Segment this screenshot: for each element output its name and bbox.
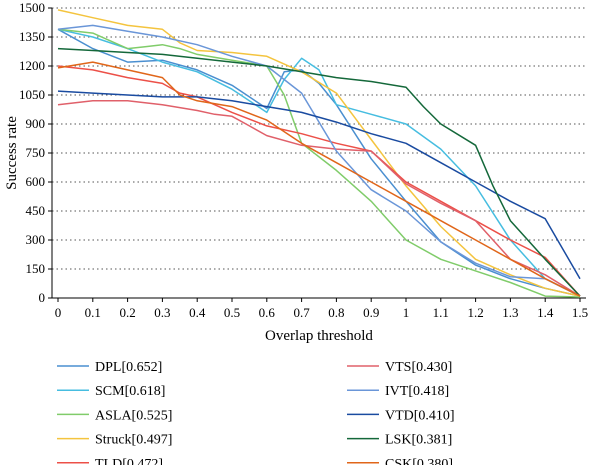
x-axis-label: Overlap threshold xyxy=(265,328,373,344)
legend-item-csk: CSK[0.380] xyxy=(347,457,453,465)
y-tick-label-150: 150 xyxy=(26,261,46,276)
x-tick-label-1.2: 1.2 xyxy=(467,305,483,320)
y-tick-label-0: 0 xyxy=(39,290,46,305)
x-tick-label-1.1: 1.1 xyxy=(433,305,449,320)
series-line-vtd xyxy=(57,90,581,280)
x-tick-labels: 0 0.1 0.2 0.3 0.4 0.5 0.6 0.7 0.8 0.9 1 1.1 1.2 1.3 1.… xyxy=(55,305,588,320)
legend-item-vts-label: VTS[0.430] xyxy=(385,360,452,375)
legend-item-tld: TLD[0.472] xyxy=(57,457,163,465)
legend-item-lsk-label: LSK[0.381] xyxy=(385,433,452,448)
legend-item-vtd: VTD[0.410] xyxy=(347,408,455,423)
legend-item-ivt-label: IVT[0.418] xyxy=(385,384,449,399)
legend-item-struck-label: Struck[0.497] xyxy=(95,433,172,448)
y-tick-label-750: 750 xyxy=(26,145,46,160)
y-tick-label-1050: 1050 xyxy=(19,87,45,102)
y-tick-label-900: 900 xyxy=(26,116,46,131)
legend-item-struck: Struck[0.497] xyxy=(57,433,172,448)
x-tick-label-1.3: 1.3 xyxy=(502,305,518,320)
legend-item-dpl-label: DPL[0.652] xyxy=(95,360,162,375)
legend-item-ivt: IVT[0.418] xyxy=(347,384,449,399)
x-tick-label-0.4: 0.4 xyxy=(189,305,206,320)
series-line-tld xyxy=(57,65,581,297)
y-tick-labels: 0 150 300 450 600 750 900 1050 1200 1350 1500 xyxy=(19,0,45,305)
y-axis-label: Success rate xyxy=(4,116,20,190)
legend-item-tld-label: TLD[0.472] xyxy=(95,457,163,465)
legend-item-vtd-label: VTD[0.410] xyxy=(385,408,455,423)
series-line-asla xyxy=(57,28,581,298)
series-line-ivt xyxy=(57,24,581,297)
y-tick-label-600: 600 xyxy=(26,174,46,189)
x-tick-label-0.3: 0.3 xyxy=(154,305,170,320)
legend: DPL[0.652] SCM[0.618] ASLA[0.525] Struck[0.… xyxy=(57,360,455,465)
legend-item-vts: VTS[0.430] xyxy=(347,360,452,375)
x-tick-label-0.7: 0.7 xyxy=(293,305,310,320)
legend-item-dpl: DPL[0.652] xyxy=(57,360,162,375)
legend-item-csk-label: CSK[0.380] xyxy=(385,457,453,465)
series-lines xyxy=(57,9,581,298)
legend-item-scm: SCM[0.618] xyxy=(57,384,165,399)
x-tick-label-0.1: 0.1 xyxy=(85,305,101,320)
x-tick-label-1.5: 1.5 xyxy=(572,305,588,320)
y-tick-label-450: 450 xyxy=(26,203,46,218)
y-tick-label-1350: 1350 xyxy=(19,29,45,44)
legend-item-lsk: LSK[0.381] xyxy=(347,433,452,448)
series-line-csk xyxy=(57,61,581,297)
series-line-lsk xyxy=(57,47,581,297)
y-tick-label-300: 300 xyxy=(26,232,46,247)
x-tick-label-0.6: 0.6 xyxy=(259,305,276,320)
x-tick-label-0.5: 0.5 xyxy=(224,305,240,320)
x-tick-label-1: 1 xyxy=(403,305,410,320)
x-tick-label-1.4: 1.4 xyxy=(537,305,554,320)
x-tick-label-0.9: 0.9 xyxy=(363,305,379,320)
series-line-scm xyxy=(57,28,581,297)
x-tick-label-0.8: 0.8 xyxy=(328,305,344,320)
x-tick-label-0.2: 0.2 xyxy=(119,305,135,320)
y-tick-label-1200: 1200 xyxy=(19,58,45,73)
series-line-vts xyxy=(57,100,581,297)
y-tick-label-1500: 1500 xyxy=(19,0,45,15)
legend-item-scm-label: SCM[0.618] xyxy=(95,384,165,399)
axes xyxy=(48,7,586,302)
legend-item-asla-label: ASLA[0.525] xyxy=(95,408,172,423)
legend-item-asla: ASLA[0.525] xyxy=(57,408,172,423)
x-tick-label-0: 0 xyxy=(55,305,62,320)
